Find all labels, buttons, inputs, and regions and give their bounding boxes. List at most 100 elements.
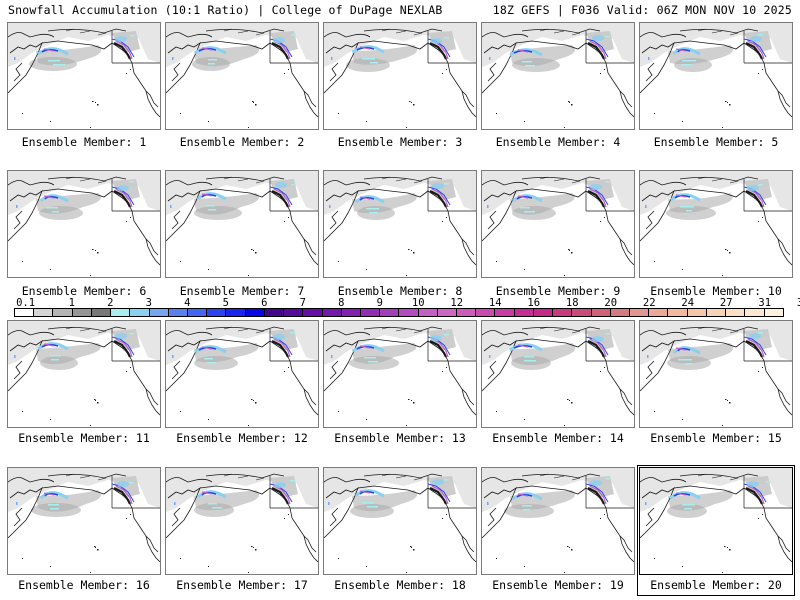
- ensemble-member-label: Ensemble Member: 17: [176, 578, 308, 592]
- ensemble-member-panel[interactable]: Ensemble Member: 11: [7, 320, 161, 447]
- map-graphic: [324, 171, 476, 276]
- ensemble-member-panel[interactable]: Ensemble Member: 12: [165, 320, 319, 447]
- ensemble-member-panel[interactable]: Ensemble Member: 17: [165, 467, 319, 594]
- map-graphic: [640, 321, 792, 426]
- map-graphic: [324, 468, 476, 573]
- snowfall-map: [639, 320, 793, 428]
- colorbar-swatch: [360, 309, 381, 316]
- map-graphic: [324, 23, 476, 128]
- colorbar-tick-label: 22: [642, 297, 656, 309]
- map-graphic: [8, 321, 160, 426]
- ensemble-member-panel[interactable]: Ensemble Member: 10: [639, 170, 793, 300]
- map-graphic: [482, 468, 634, 573]
- colorbar-tick-label: 24: [681, 297, 695, 309]
- colorbar-tick-label: 31: [758, 297, 772, 309]
- map-graphic: [166, 171, 318, 276]
- colorbar-swatch: [591, 309, 611, 316]
- snowfall-map: [165, 467, 319, 575]
- ensemble-member-panel[interactable]: Ensemble Member: 2: [165, 22, 319, 151]
- colorbar-swatch: [764, 309, 783, 316]
- ensemble-member-panel[interactable]: Ensemble Member: 13: [323, 320, 477, 447]
- colorbar-tick-label: 9: [376, 297, 383, 309]
- ensemble-member-panel[interactable]: Ensemble Member: 3: [323, 22, 477, 151]
- colorbar-swatch: [72, 309, 92, 316]
- snowfall-map: [481, 170, 635, 278]
- ensemble-member-label: Ensemble Member: 19: [492, 578, 624, 592]
- snowfall-map: [639, 22, 793, 130]
- colorbar-swatch: [264, 309, 285, 316]
- ensemble-member-label: Ensemble Member: 10: [650, 284, 782, 298]
- colorbar-swatch: [495, 309, 515, 316]
- colorbar-swatch: [687, 309, 707, 316]
- snowfall-map: [7, 170, 161, 278]
- ensemble-member-label: Ensemble Member: 16: [18, 578, 150, 592]
- colorbar-swatch: [457, 309, 477, 316]
- snowfall-map: [7, 320, 161, 428]
- snowfall-map: [323, 320, 477, 428]
- run-valid-time: 18Z GEFS | F036 Valid: 06Z MON NOV 10 20…: [492, 3, 792, 17]
- colorbar-swatch: [745, 309, 765, 316]
- map-graphic: [324, 321, 476, 426]
- ensemble-member-panel[interactable]: Ensemble Member: 15: [639, 320, 793, 447]
- colorbar-swatch: [668, 309, 688, 316]
- colorbar-swatch: [168, 309, 188, 316]
- colorbar-swatch: [572, 309, 592, 316]
- map-graphic: [640, 23, 792, 128]
- ensemble-member-label: Ensemble Member: 4: [495, 135, 621, 149]
- ensemble-member-label: Ensemble Member: 7: [179, 284, 305, 298]
- colorbar-swatch: [91, 309, 112, 316]
- ensemble-member-panel[interactable]: Ensemble Member: 6: [7, 170, 161, 300]
- ensemble-member-panel[interactable]: Ensemble Member: 18: [323, 467, 477, 594]
- colorbar-tick-label: 10: [411, 297, 425, 309]
- chart-title: Snowfall Accumulation (10:1 Ratio) | Col…: [8, 3, 443, 17]
- colorbar-tick-label: 6: [261, 297, 268, 309]
- map-graphic: [482, 321, 634, 426]
- colorbar-swatch: [706, 309, 727, 316]
- colorbar-tick-label: 1: [68, 297, 75, 309]
- colorbar-swatch: [322, 309, 342, 316]
- colorbar-swatch: [630, 309, 650, 316]
- ensemble-member-panel[interactable]: Ensemble Member: 9: [481, 170, 635, 300]
- snowfall-map: [323, 170, 477, 278]
- colorbar-tick-label: 35: [797, 297, 800, 309]
- colorbar-tick-label: 7: [299, 297, 306, 309]
- ensemble-member-label: Ensemble Member: 5: [653, 135, 779, 149]
- colorbar-swatch: [245, 309, 265, 316]
- ensemble-member-panel[interactable]: Ensemble Member: 20: [637, 465, 795, 596]
- colorbar-swatch: [610, 309, 630, 316]
- ensemble-member-panel[interactable]: Ensemble Member: 19: [481, 467, 635, 594]
- snowfall-map: [165, 22, 319, 130]
- ensemble-member-label: Ensemble Member: 6: [21, 284, 147, 298]
- ensemble-member-label: Ensemble Member: 20: [650, 578, 782, 592]
- snowfall-map: [165, 170, 319, 278]
- ensemble-member-label: Ensemble Member: 3: [337, 135, 463, 149]
- ensemble-member-label: Ensemble Member: 1: [21, 135, 147, 149]
- snowfall-map: [639, 467, 793, 575]
- colorbar-tick-label: 3: [145, 297, 152, 309]
- colorbar-swatch: [514, 309, 534, 316]
- colorbar-swatch: [34, 309, 54, 316]
- colorbar-swatch: [111, 309, 131, 316]
- snowfall-map: [639, 170, 793, 278]
- ensemble-member-panel[interactable]: Ensemble Member: 4: [481, 22, 635, 151]
- snowfall-map: [7, 467, 161, 575]
- colorbar-tick-label: 4: [184, 297, 191, 309]
- ensemble-member-panel[interactable]: Ensemble Member: 7: [165, 170, 319, 300]
- colorbar-tick-label: 0.1: [16, 297, 36, 309]
- colorbar-swatch: [15, 309, 35, 316]
- colorbar-tick-label: 18: [565, 297, 579, 309]
- snowfall-map: [7, 22, 161, 130]
- colorbar-tick-label: 27: [719, 297, 733, 309]
- snowfall-map: [165, 320, 319, 428]
- ensemble-member-label: Ensemble Member: 9: [495, 284, 621, 298]
- ensemble-member-panel[interactable]: Ensemble Member: 16: [7, 467, 161, 594]
- colorbar-swatch: [149, 309, 169, 316]
- colorbar-tick-label: 12: [450, 297, 464, 309]
- snowfall-map: [323, 22, 477, 130]
- ensemble-member-panel[interactable]: Ensemble Member: 1: [7, 22, 161, 151]
- ensemble-member-panel[interactable]: Ensemble Member: 8: [323, 170, 477, 300]
- ensemble-member-panel[interactable]: Ensemble Member: 14: [481, 320, 635, 447]
- ensemble-member-panel[interactable]: Ensemble Member: 5: [639, 22, 793, 151]
- snowfall-map: [481, 320, 635, 428]
- ensemble-member-label: Ensemble Member: 15: [650, 431, 782, 445]
